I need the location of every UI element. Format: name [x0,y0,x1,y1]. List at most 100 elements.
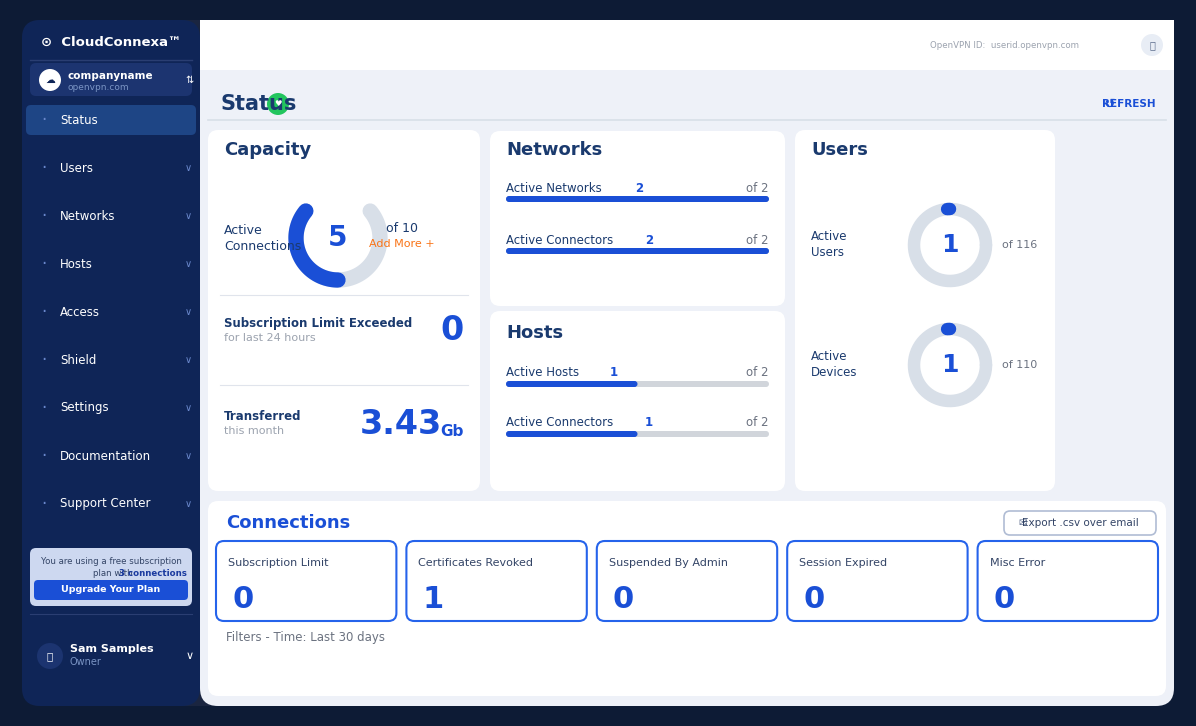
Text: ⊙  CloudConnexa™: ⊙ CloudConnexa™ [41,36,181,49]
Text: Devices: Devices [811,367,858,380]
Text: Connections: Connections [226,514,350,532]
Text: Sam Samples: Sam Samples [71,644,153,654]
Text: Misc Error: Misc Error [989,558,1045,568]
Text: Capacity: Capacity [224,141,311,159]
Text: Subscription Limit: Subscription Limit [228,558,329,568]
Text: ·: · [42,111,47,129]
Text: ∨: ∨ [184,307,191,317]
FancyBboxPatch shape [506,381,769,387]
Circle shape [39,69,61,91]
Text: Connections: Connections [224,240,301,253]
FancyBboxPatch shape [506,248,769,254]
FancyBboxPatch shape [1003,511,1157,535]
Text: ♥: ♥ [274,99,282,108]
Text: 👤: 👤 [1149,40,1155,50]
FancyBboxPatch shape [200,20,1174,70]
FancyBboxPatch shape [30,63,193,96]
Text: Active Networks: Active Networks [506,182,602,195]
FancyBboxPatch shape [407,541,587,621]
FancyBboxPatch shape [506,248,769,254]
Text: 2: 2 [635,182,643,195]
FancyBboxPatch shape [22,20,1174,706]
Text: Status: Status [60,113,98,126]
FancyBboxPatch shape [208,501,1166,696]
FancyBboxPatch shape [506,431,769,437]
Text: Users: Users [811,247,844,259]
Text: ∨: ∨ [184,403,191,413]
Text: 1: 1 [645,417,653,430]
Text: ·: · [42,303,47,321]
Text: ∨: ∨ [184,499,191,509]
Text: of 2: of 2 [746,417,769,430]
Text: Active Connectors: Active Connectors [506,417,614,430]
Text: Networks: Networks [60,210,116,222]
Text: Export .csv over email: Export .csv over email [1021,518,1139,528]
Text: Users: Users [60,161,93,174]
Text: You are using a free subscription: You are using a free subscription [41,558,182,566]
Text: companyname: companyname [68,71,153,81]
Text: Transferred: Transferred [224,409,301,423]
FancyBboxPatch shape [33,580,188,600]
Text: ⇅: ⇅ [185,75,194,85]
Text: of 116: of 116 [1002,240,1037,250]
Text: Settings: Settings [60,401,109,415]
FancyBboxPatch shape [787,541,968,621]
Text: openvpn.com: openvpn.com [68,83,129,91]
Text: Owner: Owner [71,657,102,667]
Text: Active Hosts: Active Hosts [506,367,579,380]
Text: Active: Active [811,230,848,243]
Text: ↺: ↺ [1104,97,1116,111]
FancyBboxPatch shape [30,548,193,606]
Text: of 2: of 2 [746,367,769,380]
FancyBboxPatch shape [506,196,769,202]
Text: 👤: 👤 [47,651,53,661]
Text: plan with: plan with [93,569,135,579]
Text: ∨: ∨ [184,163,191,173]
Text: Filters - Time: Last 30 days: Filters - Time: Last 30 days [226,630,385,643]
Text: Shield: Shield [60,354,97,367]
FancyBboxPatch shape [200,20,1174,70]
Text: Support Center: Support Center [60,497,151,510]
Text: Upgrade Your Plan: Upgrade Your Plan [61,585,160,595]
Text: ·: · [42,207,47,225]
FancyBboxPatch shape [977,541,1158,621]
Text: ☁: ☁ [45,75,55,85]
FancyBboxPatch shape [506,381,637,387]
Text: OpenVPN ID:  userid.openvpn.com: OpenVPN ID: userid.openvpn.com [930,41,1079,51]
Text: of 10: of 10 [386,221,417,234]
Text: Session Expired: Session Expired [799,558,887,568]
Circle shape [37,643,63,669]
Circle shape [267,93,289,115]
Text: ·: · [42,255,47,273]
Text: ·: · [42,447,47,465]
Text: ∨: ∨ [184,259,191,269]
Text: Add More +: Add More + [370,239,435,249]
FancyBboxPatch shape [506,196,769,202]
Text: ∨: ∨ [184,355,191,365]
Circle shape [1141,34,1163,56]
Text: ·: · [42,351,47,369]
Text: 2: 2 [645,234,653,247]
Text: ·: · [42,159,47,177]
Text: of 2: of 2 [746,182,769,195]
Text: 1: 1 [422,584,444,613]
Text: Documentation: Documentation [60,449,151,462]
FancyBboxPatch shape [200,20,1174,706]
Text: Hosts: Hosts [506,324,563,342]
FancyBboxPatch shape [216,541,396,621]
Text: 1: 1 [941,353,959,377]
Text: Certificates Revoked: Certificates Revoked [419,558,533,568]
Text: 1: 1 [941,233,959,257]
Text: 0: 0 [441,314,464,348]
Text: 5: 5 [328,224,348,252]
FancyBboxPatch shape [490,311,785,491]
Text: Users: Users [811,141,868,159]
Text: 3 connections: 3 connections [118,569,187,579]
Text: ·: · [42,495,47,513]
Text: 1: 1 [610,367,618,380]
Text: ∨: ∨ [185,651,194,661]
Text: Active: Active [811,351,848,364]
Text: 0: 0 [232,584,254,613]
Text: Hosts: Hosts [60,258,93,271]
Text: Networks: Networks [506,141,603,159]
